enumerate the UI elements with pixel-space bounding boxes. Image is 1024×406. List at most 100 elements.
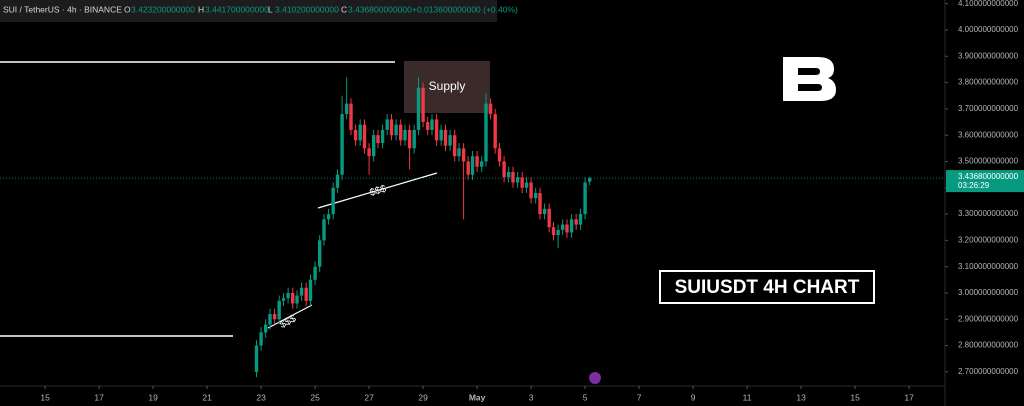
- h-label: H: [198, 4, 204, 14]
- o-value: 3.423200000000: [131, 4, 195, 14]
- y-tick-label: 3.700000000000: [958, 104, 1019, 113]
- candle-body: [313, 266, 317, 280]
- candle-body: [335, 174, 340, 188]
- candle-body: [389, 119, 394, 136]
- candle-body: [493, 114, 497, 149]
- candle-body: [488, 103, 493, 115]
- c-value: 3.436800000000: [348, 4, 412, 14]
- candle-body: [457, 148, 461, 157]
- candle-body: [412, 129, 416, 149]
- candle-body: [362, 124, 367, 149]
- c-label: C: [341, 4, 347, 14]
- candle-body: [394, 124, 398, 136]
- candle-body: [484, 103, 488, 162]
- y-tick-label: 3.900000000000: [958, 51, 1019, 60]
- x-tick-label: 17: [94, 392, 104, 402]
- candle-body: [349, 103, 353, 130]
- y-tick-label: 3.200000000000: [958, 235, 1019, 244]
- supply-label: Supply: [429, 79, 466, 93]
- candle-body: [497, 148, 502, 162]
- candle-body: [371, 135, 376, 157]
- candle-body: [547, 208, 551, 228]
- candle-body: [565, 224, 569, 233]
- candle-body: [466, 161, 470, 175]
- candle-body: [331, 187, 335, 215]
- trend-line: [267, 304, 313, 329]
- candle-body: [448, 135, 452, 146]
- candle-body: [470, 156, 475, 175]
- candle-body: [281, 298, 286, 301]
- x-tick-label: 13: [796, 392, 806, 402]
- candle-body: [326, 214, 331, 220]
- candle-body: [578, 214, 583, 225]
- y-tick-label: 2.700000000000: [958, 367, 1019, 376]
- x-tick-label: 21: [202, 392, 212, 402]
- y-tick-label: 3.500000000000: [958, 157, 1019, 166]
- candle-body: [376, 135, 380, 144]
- x-tick-label: 3: [529, 392, 534, 402]
- last-price-label: 3.436800000000: [958, 172, 1019, 181]
- candle-body: [295, 295, 299, 304]
- x-tick-label: 19: [148, 392, 158, 402]
- candle-body: [529, 182, 533, 199]
- caption-box: [659, 270, 875, 304]
- x-tick-label: May: [469, 392, 486, 402]
- y-tick-label: 2.900000000000: [958, 314, 1019, 323]
- candle-body: [430, 119, 434, 130]
- candle-body: [533, 193, 538, 199]
- candle-body: [515, 177, 520, 183]
- caption: SUIUSDT 4H CHART: [675, 277, 860, 298]
- countdown: 03:26:29: [958, 181, 990, 190]
- symbol: SUI / TetherUS · 4h · BINANCE: [3, 4, 122, 14]
- candle-body: [506, 171, 511, 178]
- candle-body: [277, 300, 281, 320]
- y-tick-label: 2.800000000000: [958, 341, 1019, 350]
- y-tick-label: 3.000000000000: [958, 288, 1019, 297]
- candle-body: [538, 193, 542, 215]
- candle-body: [322, 219, 326, 241]
- candle-body: [569, 219, 574, 233]
- x-tick-label: 17: [904, 392, 914, 402]
- x-tick-label: 15: [40, 392, 50, 402]
- candle-body: [380, 129, 385, 144]
- candle-body: [290, 292, 295, 304]
- y-tick-label: 3.600000000000: [958, 130, 1019, 139]
- candle-body: [443, 129, 448, 146]
- change: +0.013600000000 (+0.40%): [412, 4, 518, 14]
- candle-body: [587, 178, 592, 182]
- event-icon: [589, 372, 601, 384]
- candle-body: [259, 332, 263, 346]
- h-value: 3.441700000000: [205, 4, 269, 14]
- candle-body: [353, 129, 358, 141]
- candle-body: [385, 119, 389, 130]
- candle-body: [254, 345, 259, 372]
- x-tick-label: 27: [364, 392, 374, 402]
- candle-body: [461, 148, 466, 162]
- candle-body: [416, 87, 421, 130]
- candle-body: [367, 148, 371, 157]
- l-label: L: [268, 4, 273, 14]
- candle-body: [556, 229, 560, 236]
- candle-body: [358, 124, 362, 141]
- candle-body: [524, 182, 529, 188]
- candle-body: [304, 287, 308, 301]
- candle-body: [574, 219, 578, 225]
- candle-body: [583, 182, 587, 215]
- candle-body: [407, 129, 412, 149]
- candle-body: [560, 224, 565, 230]
- y-tick-label: 3.800000000000: [958, 78, 1019, 87]
- candle-body: [421, 87, 425, 123]
- x-tick-label: 25: [310, 392, 320, 402]
- candle-body: [317, 240, 322, 267]
- candle-body: [299, 287, 304, 296]
- candle-body: [551, 227, 556, 236]
- x-tick-label: 11: [743, 392, 752, 402]
- candle-body: [398, 124, 403, 141]
- x-tick-label: 7: [637, 392, 642, 402]
- x-tick-label: 23: [256, 392, 266, 402]
- x-tick-label: 5: [583, 392, 588, 402]
- candle-body: [403, 129, 407, 141]
- candle-body: [452, 135, 457, 157]
